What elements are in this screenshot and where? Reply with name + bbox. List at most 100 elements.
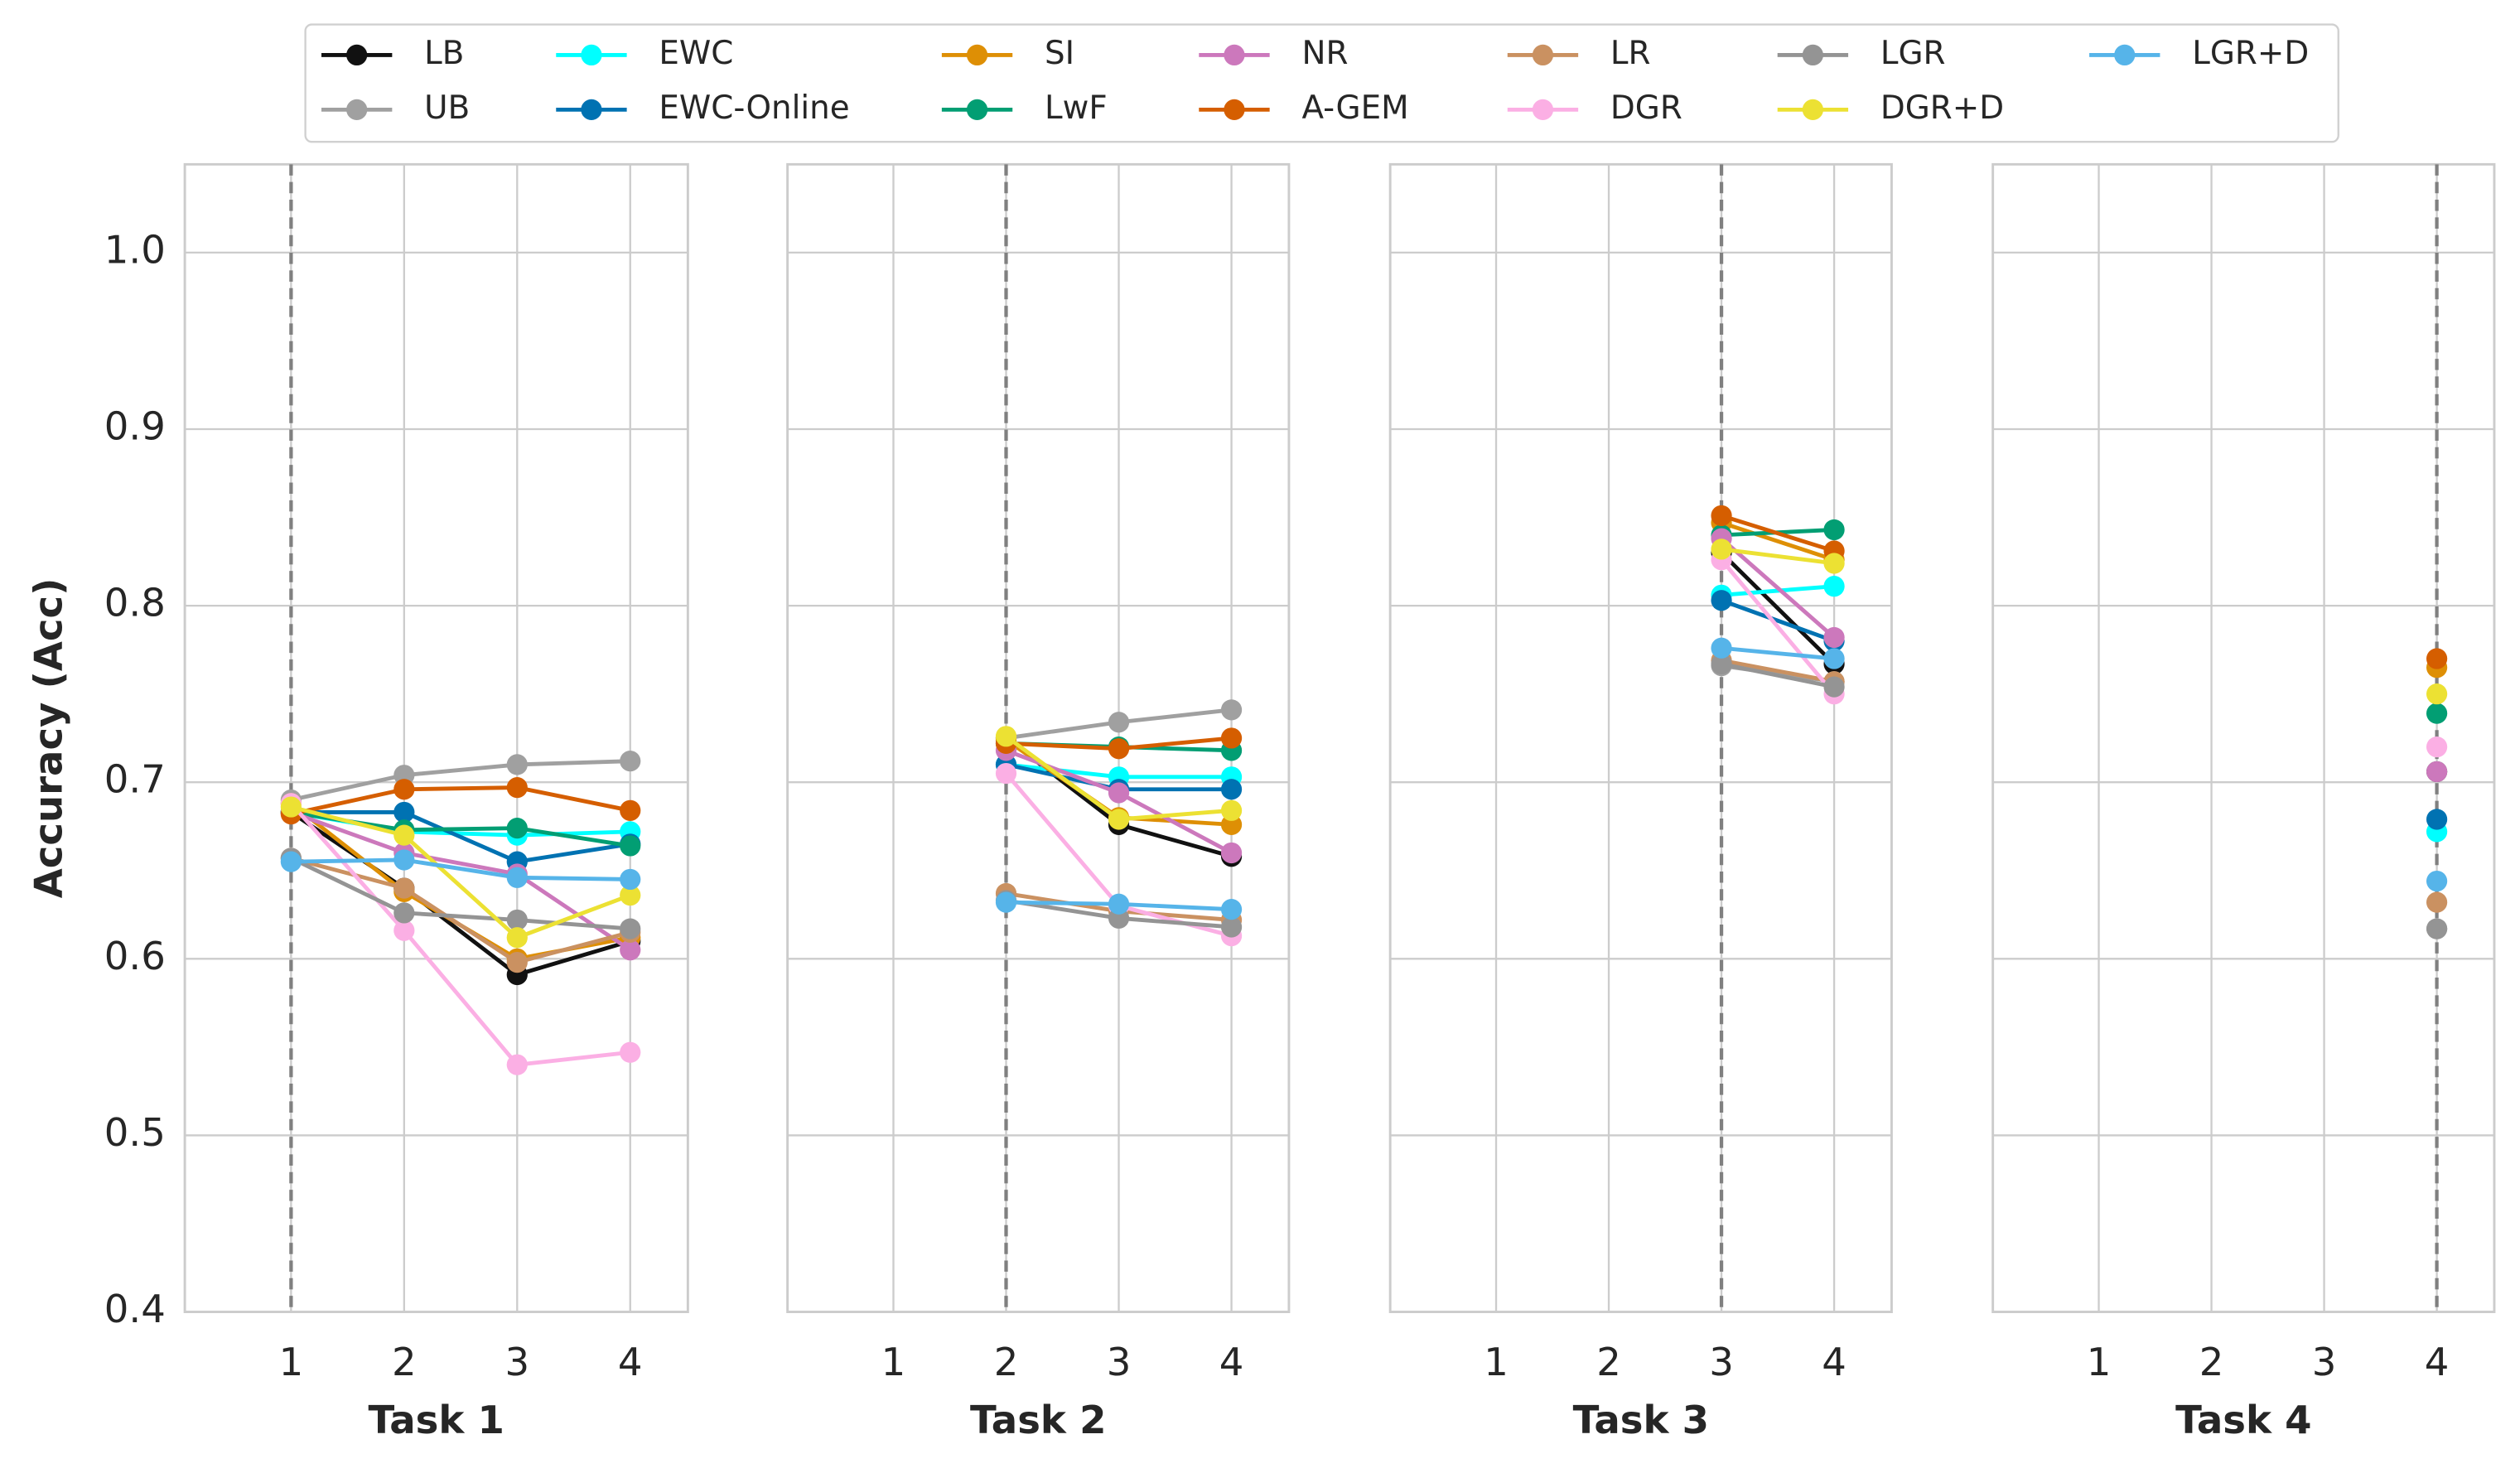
legend-label: LwF [1045, 89, 1108, 127]
point [620, 918, 641, 939]
y-tick-label: 0.4 [104, 1287, 166, 1331]
series-line [1721, 547, 1835, 566]
x-axis-label: Task 4 [2175, 1398, 2311, 1442]
point [1220, 916, 1243, 938]
point [2426, 870, 2448, 892]
y-axis-label: Accuracy (Acc) [27, 578, 71, 899]
point [1711, 637, 1732, 659]
point [2426, 683, 2448, 705]
point [1220, 899, 1243, 920]
x-tick-label: 3 [1107, 1340, 1132, 1384]
point [393, 824, 415, 846]
point [1823, 676, 1845, 698]
point [1823, 648, 1845, 669]
x-tick-label: 1 [881, 1340, 906, 1384]
legend-marker [1532, 99, 1554, 120]
series-line [1720, 558, 1836, 696]
panel: 1 2 3 4 Task 4 [1991, 162, 2496, 1442]
series-line [1721, 598, 1835, 644]
series-line [1721, 658, 1835, 684]
x-tick-label: 4 [1219, 1340, 1244, 1384]
point [393, 801, 415, 823]
legend: LB UB EWC EWC-Online SI LwF NR A-GEM LR DGR LGR DGR… [321, 35, 2309, 127]
legend-marker [1532, 44, 1554, 66]
x-tick-label: 2 [2199, 1340, 2224, 1384]
point [1108, 893, 1130, 915]
point [620, 868, 641, 891]
panel: 1 2 3 4 Task 3 [1388, 162, 1893, 1442]
point [393, 779, 415, 800]
point [1823, 519, 1845, 541]
series-line [290, 785, 631, 816]
panel: 1 2 3 4 Task 2 [786, 162, 1291, 1442]
point [393, 920, 415, 941]
legend-label: A-GEM [1301, 89, 1408, 127]
point [1711, 505, 1732, 527]
y-tick-label: 0.7 [104, 757, 166, 802]
legend-marker [1224, 99, 1245, 120]
legend-label: LGR [1880, 35, 1946, 72]
point [1220, 779, 1243, 800]
legend-label: LR [1610, 35, 1651, 72]
point [620, 799, 641, 821]
point [2426, 809, 2448, 830]
point [620, 1041, 641, 1063]
point [506, 754, 528, 775]
point [506, 951, 528, 973]
point [995, 762, 1017, 785]
point [1823, 576, 1845, 597]
series-line [1720, 537, 1836, 640]
point [1711, 653, 1732, 675]
x-tick-label: 3 [2312, 1340, 2337, 1384]
point [2426, 703, 2448, 724]
y-tick-label: 0.8 [104, 581, 166, 625]
legend-label: LGR+D [2192, 35, 2309, 72]
series-line [290, 856, 631, 965]
x-tick-label: 4 [618, 1340, 643, 1384]
axes-frame [1991, 162, 2496, 1313]
point [2426, 648, 2448, 669]
point [1108, 712, 1130, 733]
x-tick-label: 2 [392, 1340, 417, 1384]
legend-label: NR [1301, 35, 1348, 72]
x-tick-label: 2 [994, 1340, 1019, 1384]
x-axis-label: Task 3 [1573, 1398, 1709, 1442]
y-tick-label: 0.6 [104, 934, 166, 978]
point [1823, 553, 1845, 574]
legend-marker [581, 99, 602, 120]
legend-marker [346, 44, 368, 66]
point [2426, 736, 2448, 758]
x-tick-label: 3 [504, 1340, 529, 1384]
legend-label: DGR+D [1880, 89, 2004, 127]
axes-frame [183, 162, 689, 1313]
series-line [1721, 645, 1835, 661]
y-tick-label: 1.0 [104, 227, 166, 272]
legend-marker [966, 99, 988, 120]
series-line [290, 759, 630, 802]
legend-marker [346, 99, 368, 120]
panel: 0.4 0.5 0.6 0.7 0.8 0.9 1.0 1 2 3 4 Task 1 [104, 162, 689, 1442]
x-tick-label: 1 [1484, 1340, 1509, 1384]
point [1711, 538, 1732, 560]
series-line [290, 804, 631, 940]
point [2426, 918, 2448, 939]
point [2426, 891, 2448, 913]
legend-label: UB [424, 89, 470, 127]
legend-label: EWC [659, 35, 733, 72]
point [995, 891, 1017, 913]
series-line [290, 810, 631, 978]
point [280, 851, 302, 872]
point [506, 927, 528, 949]
series-line [290, 810, 632, 952]
series-line [1721, 520, 1835, 563]
series-line [291, 857, 630, 881]
plot-area [1992, 164, 2494, 1312]
series-line [290, 856, 630, 931]
plot-area [185, 164, 688, 1312]
legend-marker [581, 44, 602, 66]
point [620, 751, 641, 772]
point [1108, 809, 1130, 830]
point [506, 867, 528, 888]
